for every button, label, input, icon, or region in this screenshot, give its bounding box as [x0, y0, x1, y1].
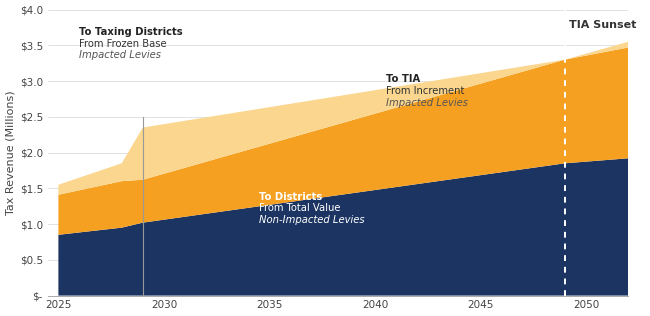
Text: Impacted Levies: Impacted Levies	[385, 98, 467, 107]
Text: From Frozen Base: From Frozen Base	[79, 39, 167, 49]
Y-axis label: Tax Revenue (Millions): Tax Revenue (Millions)	[6, 90, 16, 215]
Text: To Districts: To Districts	[259, 192, 322, 202]
Text: From Total Value: From Total Value	[259, 203, 341, 213]
Text: To Taxing Districts: To Taxing Districts	[79, 27, 183, 37]
Text: Non-Impacted Levies: Non-Impacted Levies	[259, 215, 365, 225]
Text: From Increment: From Increment	[385, 86, 464, 96]
Text: Impacted Levies: Impacted Levies	[79, 50, 161, 60]
Text: To TIA: To TIA	[385, 74, 420, 84]
Text: TIA Sunset: TIA Sunset	[569, 20, 636, 30]
